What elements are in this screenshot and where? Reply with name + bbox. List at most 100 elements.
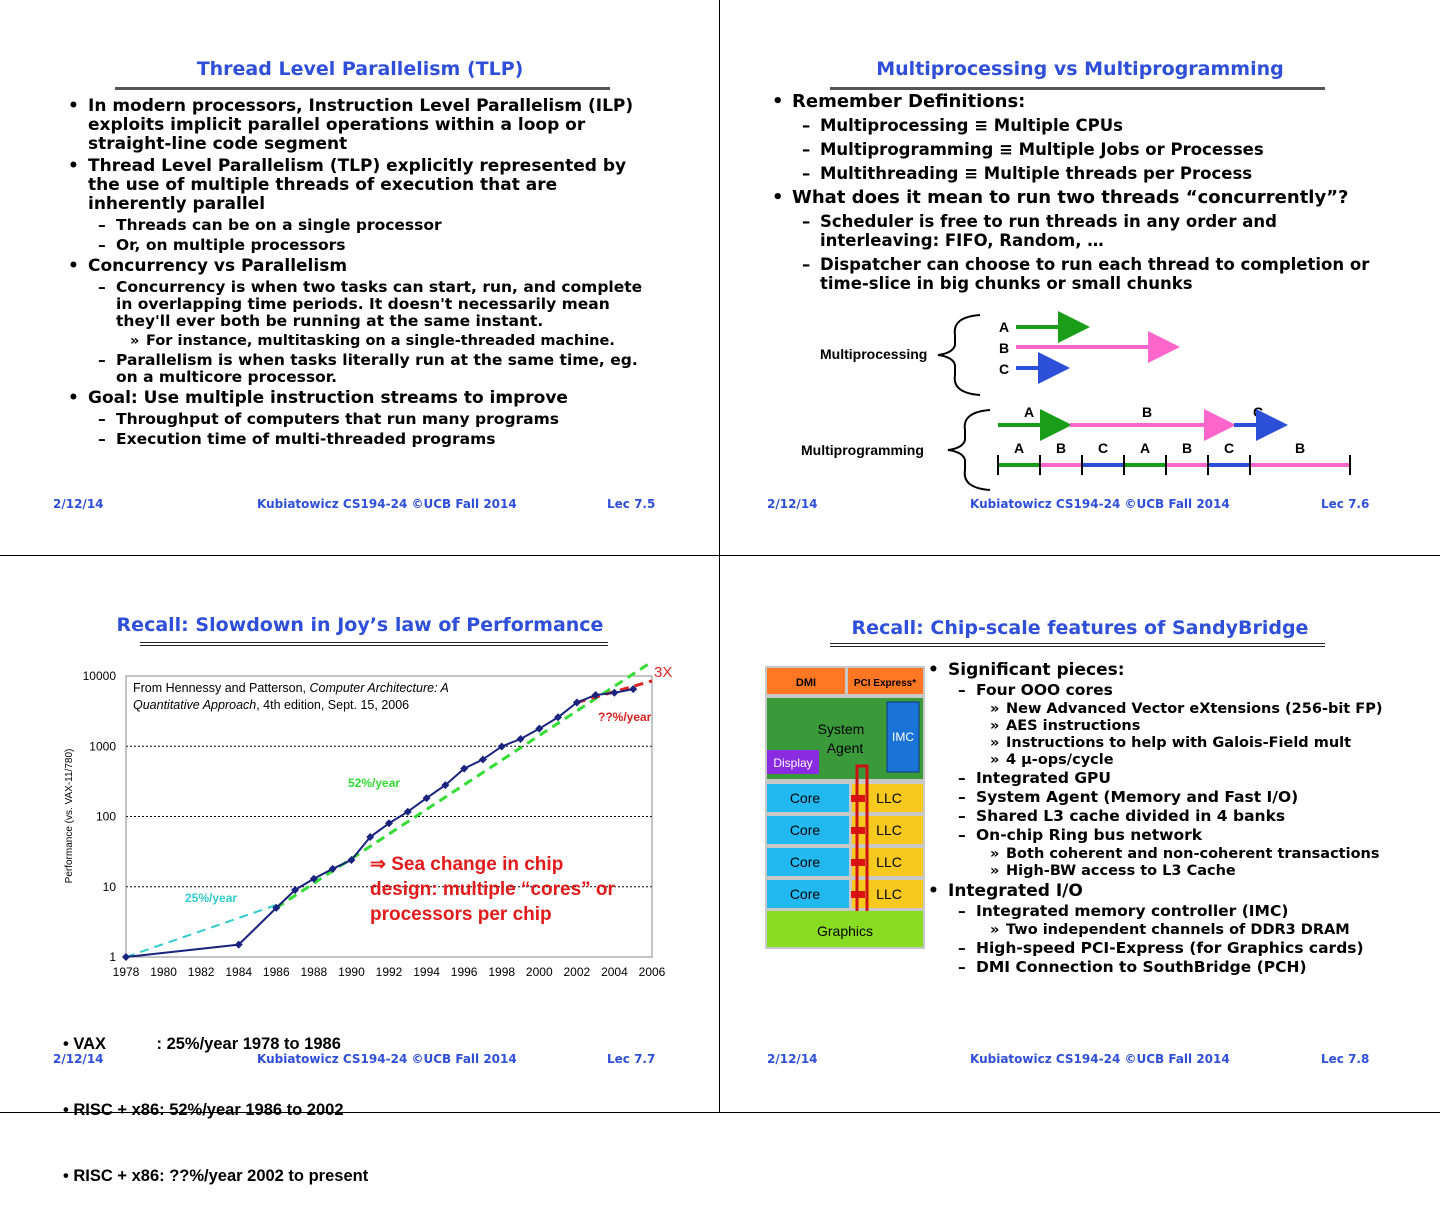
display-block — [767, 750, 819, 774]
x-tick-label: 1996 — [451, 965, 478, 979]
slide-lec-7-5: Thread Level Parallelism (TLP) In modern… — [0, 0, 720, 556]
footer-date: 2/12/14 — [53, 1052, 104, 1066]
display-label: Display — [773, 756, 812, 770]
growth-bullet-risc-1986: • RISC + x86: 52%/year 1986 to 2002 — [63, 1101, 344, 1119]
data-point — [234, 940, 243, 949]
x-tick-label: 1994 — [413, 965, 440, 979]
footer-course: Kubiatowicz CS194-24 ©UCB Fall 2014 — [970, 1052, 1230, 1066]
bullet-level-2: Multiprogramming ≡ Multiple Jobs or Proc… — [772, 140, 1392, 159]
bullet-level-1: Thread Level Parallelism (TLP) explicitl… — [68, 157, 658, 214]
title-rule — [830, 87, 1325, 90]
trendline-label: ??%/year — [598, 710, 652, 724]
data-point — [497, 742, 506, 751]
title-rule — [115, 87, 610, 90]
thread-label-a: A — [999, 319, 1009, 335]
brace-multiprocessing — [937, 314, 981, 396]
bullet-level-2: DMI Connection to SouthBridge (PCH) — [928, 959, 1433, 977]
bullet-level-2: Concurrency is when two tasks can start,… — [68, 279, 658, 330]
series-line — [125, 688, 634, 958]
llc-label: LLC — [876, 790, 902, 806]
slide-body: In modern processors, Instruction Level … — [68, 94, 658, 451]
callout-line-3: processors per chip — [370, 904, 552, 925]
growth-bullet-risc-2002: • RISC + x86: ??%/year 2002 to present — [63, 1167, 369, 1185]
title-rule — [830, 643, 1325, 647]
timeslice-label: A — [1014, 440, 1024, 456]
footer-course: Kubiatowicz CS194-24 ©UCB Fall 2014 — [257, 1052, 517, 1066]
multiprocessing-label: Multiprocessing — [820, 346, 927, 362]
bullet-level-2: Threads can be on a single processor — [68, 217, 658, 235]
callout-line-1: ⇒ Sea change in chip — [370, 854, 563, 875]
footer-course: Kubiatowicz CS194-24 ©UCB Fall 2014 — [970, 497, 1230, 511]
data-point — [422, 794, 431, 803]
data-point — [272, 903, 281, 912]
system-agent-label-2: Agent — [827, 740, 864, 756]
thread-label-c: C — [999, 361, 1009, 377]
imc-label: IMC — [892, 730, 914, 744]
core-block — [767, 880, 849, 908]
data-point — [554, 713, 563, 722]
x-tick-label: 1980 — [150, 965, 177, 979]
y-axis-label: Performance (vs. VAX-11/780) — [64, 749, 75, 884]
bullet-level-2: Or, on multiple processors — [68, 237, 658, 255]
timeslice-label: B — [1182, 440, 1192, 456]
llc-label: LLC — [876, 822, 902, 838]
data-point — [535, 724, 544, 733]
graphics-label: Graphics — [817, 923, 873, 939]
annotation-3x: 3X — [654, 664, 672, 681]
bullet-level-1: Integrated I/O — [928, 881, 1433, 901]
x-tick-label: 1992 — [376, 965, 403, 979]
bullet-level-3: 4 μ-ops/cycle — [928, 753, 1433, 768]
data-point — [347, 856, 356, 865]
data-point — [328, 864, 337, 873]
x-tick-label: 1998 — [488, 965, 515, 979]
bullet-level-3: For instance, multitasking on a single-t… — [68, 333, 658, 349]
bullet-level-2: Integrated memory controller (IMC) — [928, 903, 1433, 921]
llc-label: LLC — [876, 886, 902, 902]
scheduling-diagram: Multiprocessing A B C Multiprogramming A… — [801, 311, 1351, 491]
footer-course: Kubiatowicz CS194-24 ©UCB Fall 2014 — [257, 497, 517, 511]
trendline — [125, 904, 277, 958]
y-tick-label: 10 — [103, 880, 117, 894]
imc-block — [886, 701, 920, 773]
x-tick-label: 2000 — [526, 965, 553, 979]
bullet-level-1: Significant pieces: — [928, 660, 1433, 680]
data-point — [403, 807, 412, 816]
slide-lec-7-7: Recall: Slowdown in Joy’s law of Perform… — [0, 556, 720, 1185]
x-axis-ticks: 1978 1980 1982 1984 1986 1988 1990 1992 1994 1996… — [113, 965, 666, 979]
y-tick-label: 10000 — [83, 669, 117, 683]
core-label: Core — [790, 854, 821, 870]
slide-title: Multiprocessing vs Multiprogramming — [876, 58, 1284, 80]
core-label: Core — [790, 822, 821, 838]
footer-date: 2/12/14 — [53, 497, 104, 511]
seq-label-a: A — [1024, 404, 1034, 420]
bullet-level-1: Goal: Use multiple instruction streams t… — [68, 389, 658, 409]
core-label: Core — [790, 886, 821, 902]
bullet-level-2: On-chip Ring bus network — [928, 827, 1433, 845]
pci-express-label: PCI Express* — [854, 678, 916, 689]
bullet-level-3: New Advanced Vector eXtensions (256-bit … — [928, 702, 1433, 717]
y-tick-label: 100 — [96, 810, 116, 824]
seq-label-b: B — [1142, 404, 1152, 420]
bullet-level-2: Throughput of computers that run many pr… — [68, 411, 658, 429]
slide-lec-7-8: Recall: Chip-scale features of SandyBrid… — [720, 556, 1440, 1113]
core-block — [767, 816, 849, 844]
bullet-level-2: Multiprocessing ≡ Multiple CPUs — [772, 116, 1392, 135]
timeslice-label: A — [1140, 440, 1150, 456]
bullet-level-1: Remember Definitions: — [772, 92, 1392, 111]
dmi-block — [767, 668, 845, 694]
x-tick-label: 1984 — [225, 965, 252, 979]
seq-label-c: C — [1253, 404, 1263, 420]
y-axis-ticks: 1 10 100 1000 10000 — [83, 669, 117, 964]
bullet-level-3: AES instructions — [928, 719, 1433, 734]
bullet-level-2: Parallelism is when tasks literally run … — [68, 352, 658, 386]
slide-body: Significant pieces: Four OOO cores New Adv… — [928, 657, 1433, 978]
footer-lecture: Lec 7.5 — [607, 497, 656, 511]
bullet-level-3: Two independent channels of DDR3 DRAM — [928, 923, 1433, 938]
slide-lec-7-6: Multiprocessing vs Multiprogramming Reme… — [720, 0, 1440, 556]
x-tick-label: 1990 — [338, 965, 365, 979]
bullet-level-2: Scheduler is free to run threads in any … — [772, 212, 1392, 250]
data-point — [366, 833, 375, 842]
trendline-label: 52%/year — [348, 776, 400, 790]
multiprogramming-label: Multiprogramming — [801, 442, 924, 458]
dmi-label: DMI — [796, 677, 816, 689]
